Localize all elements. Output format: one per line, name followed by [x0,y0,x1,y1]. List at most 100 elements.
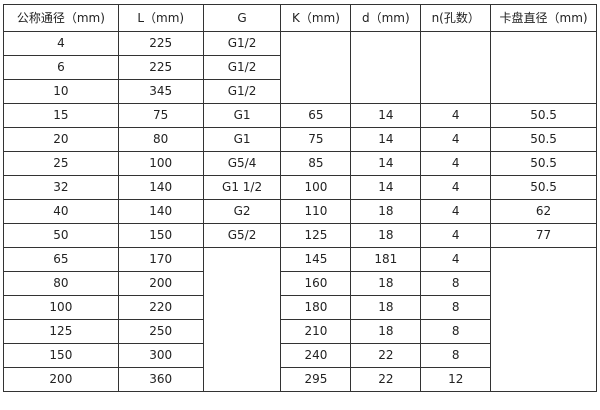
cell-nominal-diameter: 100 [3,295,119,320]
cell-hole-count: 4 [420,247,492,272]
header-row: 公称通径（mm) L（mm) G K（mm) d（mm) n(孔数） 卡盘直径（mm) [3,4,597,32]
cell-length: 300 [117,343,204,368]
header-thread-g: G [202,4,282,32]
cell-chuck-diameter [490,247,597,392]
table-row: 125 250 210 18 8 [3,319,597,344]
cell-chuck-diameter: 62 [490,199,597,224]
cell-length: 100 [117,151,204,176]
cell-k: 100 [280,175,352,200]
cell-k: 160 [280,271,352,296]
cell-length: 225 [117,31,204,56]
cell-length: 75 [117,103,204,128]
header-k: K（mm) [280,4,352,32]
cell-hole-count: 4 [420,199,492,224]
cell-nominal-diameter: 200 [3,367,119,392]
cell-length: 200 [117,271,204,296]
cell-length: 140 [117,199,204,224]
cell-d: 181 [350,247,422,272]
table-row: 50 150 G5/2 125 18 4 77 [3,223,597,248]
cell-chuck-diameter: 50.5 [490,175,597,200]
cell-d: 18 [350,199,422,224]
header-length: L（mm) [117,4,204,32]
cell-d: 14 [350,151,422,176]
cell-thread-g: G5/2 [202,223,282,248]
cell-d: 22 [350,367,422,392]
cell-k: 125 [280,223,352,248]
cell-nominal-diameter: 65 [3,247,119,272]
cell-d: 14 [350,127,422,152]
cell-d: 22 [350,343,422,368]
cell-length: 150 [117,223,204,248]
cell-d: 18 [350,295,422,320]
cell-length: 345 [117,79,204,104]
header-chuck-diameter: 卡盘直径（mm) [490,4,597,32]
cell-hole-count: 8 [420,319,492,344]
cell-thread-g: G1/2 [202,79,282,104]
cell-chuck-diameter: 50.5 [490,151,597,176]
table-row: 32 140 G1 1/2 100 14 4 50.5 [3,175,597,200]
cell-chuck-diameter: 50.5 [490,127,597,152]
cell-hole-count: 4 [420,151,492,176]
cell-nominal-diameter: 125 [3,319,119,344]
header-nominal-diameter: 公称通径（mm) [3,4,119,32]
cell-nominal-diameter: 15 [3,103,119,128]
table-row: 40 140 G2 110 18 4 62 [3,199,597,224]
cell-length: 360 [117,367,204,392]
cell-hole-count: 8 [420,295,492,320]
cell-hole-count: 4 [420,223,492,248]
cell-d [350,31,422,104]
cell-nominal-diameter: 150 [3,343,119,368]
cell-k: 75 [280,127,352,152]
table-row: 200 360 295 22 12 [3,367,597,392]
table-row: 6 225 G1/2 [3,55,597,80]
cell-hole-count: 12 [420,367,492,392]
cell-hole-count: 4 [420,103,492,128]
cell-length: 220 [117,295,204,320]
cell-thread-g [202,247,282,392]
cell-k: 65 [280,103,352,128]
cell-thread-g: G1/2 [202,55,282,80]
cell-hole-count [420,31,492,104]
header-d: d（mm) [350,4,422,32]
cell-length: 225 [117,55,204,80]
cell-d: 14 [350,103,422,128]
cell-thread-g: G1 1/2 [202,175,282,200]
cell-length: 170 [117,247,204,272]
cell-nominal-diameter: 4 [3,31,119,56]
cell-d: 18 [350,271,422,296]
table-row: 80 200 160 18 8 [3,271,597,296]
cell-thread-g: G1/2 [202,31,282,56]
cell-length: 250 [117,319,204,344]
cell-nominal-diameter: 50 [3,223,119,248]
cell-k: 85 [280,151,352,176]
cell-hole-count: 8 [420,343,492,368]
cell-nominal-diameter: 32 [3,175,119,200]
table-row: 15 75 G1 65 14 4 50.5 [3,103,597,128]
cell-thread-g: G1 [202,103,282,128]
cell-chuck-diameter [490,31,597,104]
cell-nominal-diameter: 25 [3,151,119,176]
cell-thread-g: G5/4 [202,151,282,176]
cell-d: 18 [350,223,422,248]
cell-hole-count: 4 [420,127,492,152]
table-row: 20 80 G1 75 14 4 50.5 [3,127,597,152]
cell-chuck-diameter: 50.5 [490,103,597,128]
cell-k: 180 [280,295,352,320]
cell-d: 18 [350,319,422,344]
cell-nominal-diameter: 80 [3,271,119,296]
cell-thread-g: G1 [202,127,282,152]
cell-k [280,31,352,104]
header-hole-count: n(孔数） [420,4,492,32]
cell-nominal-diameter: 40 [3,199,119,224]
cell-d: 14 [350,175,422,200]
cell-k: 145 [280,247,352,272]
table-row: 65 170 145 181 4 [3,247,597,392]
cell-nominal-diameter: 6 [3,55,119,80]
cell-k: 295 [280,367,352,392]
cell-length: 140 [117,175,204,200]
specification-table: 公称通径（mm) L（mm) G K（mm) d（mm) n(孔数） 卡盘直径（mm) 4 22… [3,4,597,392]
cell-hole-count: 4 [420,175,492,200]
cell-chuck-diameter: 77 [490,223,597,248]
cell-length: 80 [117,127,204,152]
cell-nominal-diameter: 10 [3,79,119,104]
